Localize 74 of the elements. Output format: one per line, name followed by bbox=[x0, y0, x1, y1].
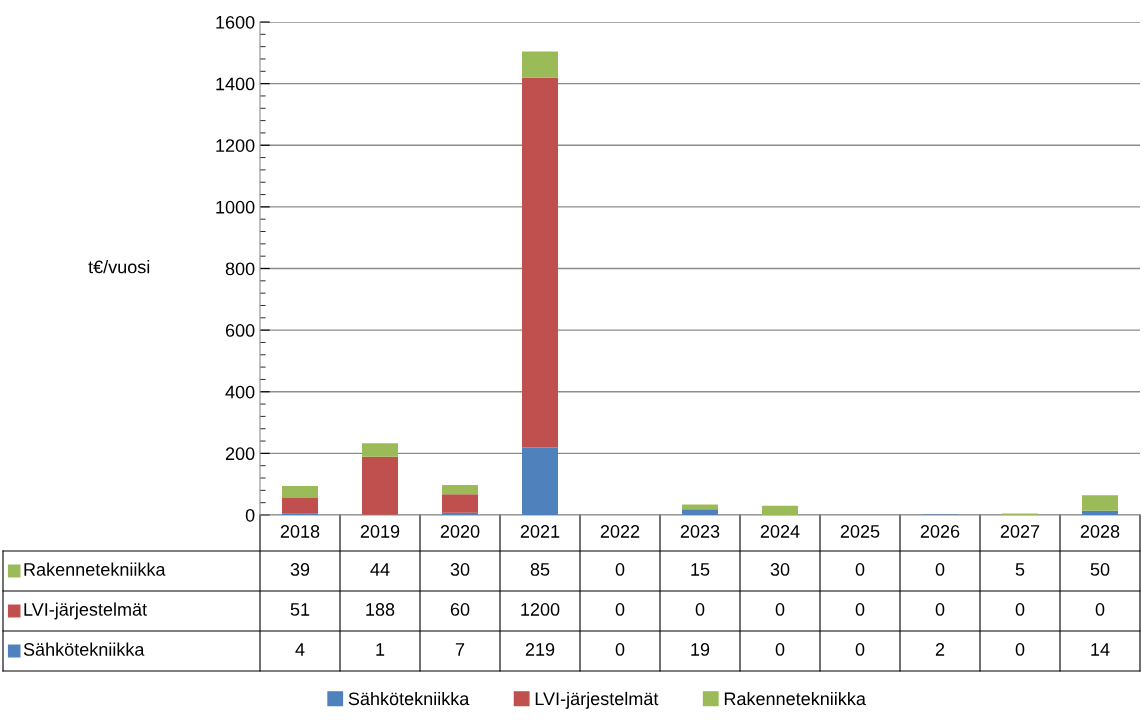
bar bbox=[762, 505, 798, 515]
data-label: 44 bbox=[370, 563, 390, 576]
data-label: 85 bbox=[530, 563, 550, 576]
x-tick-label: 2019 bbox=[360, 525, 400, 538]
bar bbox=[682, 509, 718, 515]
data-label: 39 bbox=[290, 563, 310, 576]
data-label: 188 bbox=[366, 603, 395, 616]
text: LVI-järjestelmät bbox=[535, 691, 659, 709]
x-tick-label: 2022 bbox=[600, 525, 640, 538]
x-tick-label: 2023 bbox=[680, 525, 720, 538]
data-label: 60 bbox=[450, 603, 470, 616]
y-tick-label: 1000 bbox=[216, 200, 255, 214]
x-tick-label: 2025 bbox=[840, 525, 880, 538]
data-label: 30 bbox=[450, 563, 470, 576]
data-label: 0 bbox=[935, 603, 945, 616]
x-tick-label: 2026 bbox=[920, 525, 960, 538]
data-label: 19 bbox=[691, 643, 710, 656]
data-label: 30 bbox=[770, 563, 790, 576]
bar bbox=[522, 51, 558, 78]
data-label: 2 bbox=[935, 643, 945, 656]
text: Sähkötekniikka bbox=[23, 642, 145, 656]
x-tick-label: 2021 bbox=[520, 525, 560, 538]
x-tick-label: 2020 bbox=[440, 525, 480, 538]
data-label: 0 bbox=[775, 603, 785, 616]
bar bbox=[522, 447, 558, 515]
data-label: 0 bbox=[1015, 643, 1025, 656]
data-label: 0 bbox=[1015, 603, 1025, 616]
bar bbox=[1082, 495, 1118, 511]
y-tick-label: 200 bbox=[225, 447, 255, 461]
data-label: 4 bbox=[295, 643, 305, 656]
y-tick-label: 0 bbox=[245, 508, 255, 522]
bar bbox=[282, 486, 318, 499]
y-tick-label: 1600 bbox=[216, 15, 255, 29]
data-label: 0 bbox=[855, 563, 865, 576]
legend-label: LVI-järjestelmät bbox=[24, 602, 147, 620]
bar bbox=[282, 498, 318, 514]
x-tick-label: 2018 bbox=[280, 525, 320, 538]
data-label: 51 bbox=[290, 603, 310, 616]
data-label: 15 bbox=[691, 563, 710, 576]
bar bbox=[442, 512, 478, 515]
data-label: 0 bbox=[935, 563, 945, 576]
x-tick-label: 2028 bbox=[1080, 525, 1120, 538]
data-label: 5 bbox=[1015, 563, 1025, 576]
data-label: 0 bbox=[615, 643, 625, 656]
data-label: 0 bbox=[855, 603, 865, 616]
data-label: 219 bbox=[525, 643, 555, 656]
data-label: 7 bbox=[455, 643, 465, 656]
legend-label: Sähkötekniikka bbox=[348, 691, 470, 706]
data-label: 50 bbox=[1090, 563, 1110, 576]
bar bbox=[362, 443, 398, 457]
data-label: 0 bbox=[855, 643, 865, 656]
bar bbox=[442, 485, 478, 495]
y-tick-label: 600 bbox=[225, 324, 255, 337]
bar bbox=[362, 456, 398, 515]
data-label: 0 bbox=[775, 643, 785, 656]
data-label: 1200 bbox=[521, 603, 560, 616]
y-axis-title: t€/vuosi bbox=[88, 260, 150, 274]
x-tick-label: 2027 bbox=[1000, 525, 1040, 538]
text: Rakennetekniikka bbox=[724, 691, 866, 706]
y-tick-label: 400 bbox=[225, 385, 255, 399]
data-label: 0 bbox=[615, 603, 625, 616]
bar bbox=[1082, 510, 1118, 515]
data-label: 1 bbox=[376, 643, 385, 656]
bar bbox=[522, 77, 558, 448]
y-tick-label: 1200 bbox=[216, 139, 255, 152]
legend-label: Rakennetekniikka bbox=[24, 562, 166, 576]
x-tick-label: 2024 bbox=[760, 525, 800, 538]
data-label: 0 bbox=[615, 563, 625, 576]
bar bbox=[442, 494, 478, 513]
data-label: 0 bbox=[695, 603, 705, 616]
data-label: 0 bbox=[1095, 603, 1105, 616]
y-tick-label: 1400 bbox=[216, 77, 255, 91]
y-tick-label: 800 bbox=[225, 262, 255, 276]
data-label: 14 bbox=[1091, 643, 1110, 656]
